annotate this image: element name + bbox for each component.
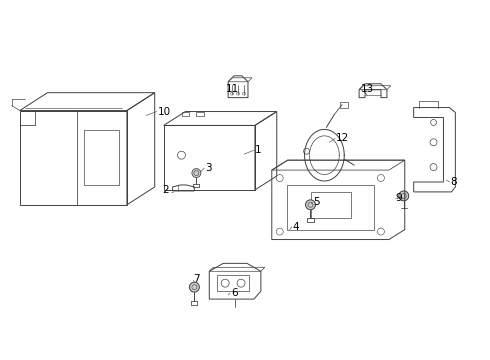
Text: 12: 12 (336, 133, 349, 143)
Text: 6: 6 (231, 288, 238, 298)
Circle shape (306, 200, 316, 210)
Text: 2: 2 (163, 185, 169, 195)
Text: 4: 4 (293, 222, 299, 231)
Circle shape (399, 191, 409, 201)
Text: 10: 10 (158, 107, 171, 117)
Circle shape (192, 168, 201, 177)
Circle shape (190, 282, 199, 292)
Text: 5: 5 (314, 197, 320, 207)
Text: 13: 13 (361, 84, 374, 94)
Text: 3: 3 (205, 163, 212, 173)
Text: 8: 8 (450, 177, 457, 187)
Text: 1: 1 (255, 145, 262, 155)
Text: 11: 11 (226, 84, 240, 94)
Text: 7: 7 (194, 274, 200, 284)
Text: 9: 9 (396, 193, 402, 203)
